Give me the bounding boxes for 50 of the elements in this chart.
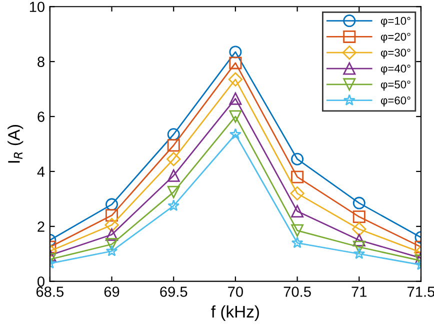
legend-label: φ=40° (380, 64, 410, 75)
point (168, 200, 180, 211)
point (229, 56, 242, 70)
y-tick-label: 2 (38, 222, 44, 232)
point (228, 72, 243, 86)
point (290, 186, 304, 201)
point (167, 169, 180, 182)
y-tick-label: 8 (38, 56, 44, 67)
point (167, 128, 180, 141)
point (352, 196, 366, 210)
point (167, 139, 180, 152)
point (229, 110, 242, 123)
point (352, 222, 366, 236)
point (106, 238, 118, 251)
x-tick-label: 68.5 (36, 286, 64, 297)
x-tick-label: 70 (228, 286, 243, 297)
x-tick-label: 69.5 (160, 286, 188, 297)
y-tick-label: 4 (37, 166, 45, 177)
x-axis-title: f (kHz) (211, 305, 259, 321)
point (291, 170, 304, 184)
x-tick-label: 69 (104, 286, 120, 297)
point (106, 198, 118, 211)
point (229, 92, 242, 105)
point (352, 234, 366, 246)
legend-label: φ=10° (380, 16, 410, 27)
point (167, 186, 180, 198)
legend-label: φ=20° (380, 32, 410, 43)
legend-label: φ=60° (380, 96, 410, 107)
x-tick-label: 70.5 (284, 286, 311, 297)
point (291, 152, 304, 166)
point (291, 205, 304, 218)
point (353, 248, 366, 260)
legend-label: φ=30° (380, 48, 410, 59)
point (352, 240, 366, 254)
point (352, 210, 366, 224)
point (106, 244, 118, 256)
y-tick-label: 10 (30, 2, 44, 12)
point (291, 224, 304, 237)
point (106, 209, 118, 222)
legend-label: φ=50° (380, 80, 410, 91)
point (104, 218, 119, 232)
point (166, 152, 181, 166)
point (229, 128, 242, 140)
point (291, 236, 304, 248)
x-tick-label: 71 (352, 286, 367, 297)
y-axis-title: I$_{R}$ (A) (8, 124, 24, 163)
point (229, 46, 242, 58)
y-tick-label: 0 (38, 276, 44, 287)
y-tick-label: 6 (38, 112, 44, 122)
point (106, 228, 118, 241)
